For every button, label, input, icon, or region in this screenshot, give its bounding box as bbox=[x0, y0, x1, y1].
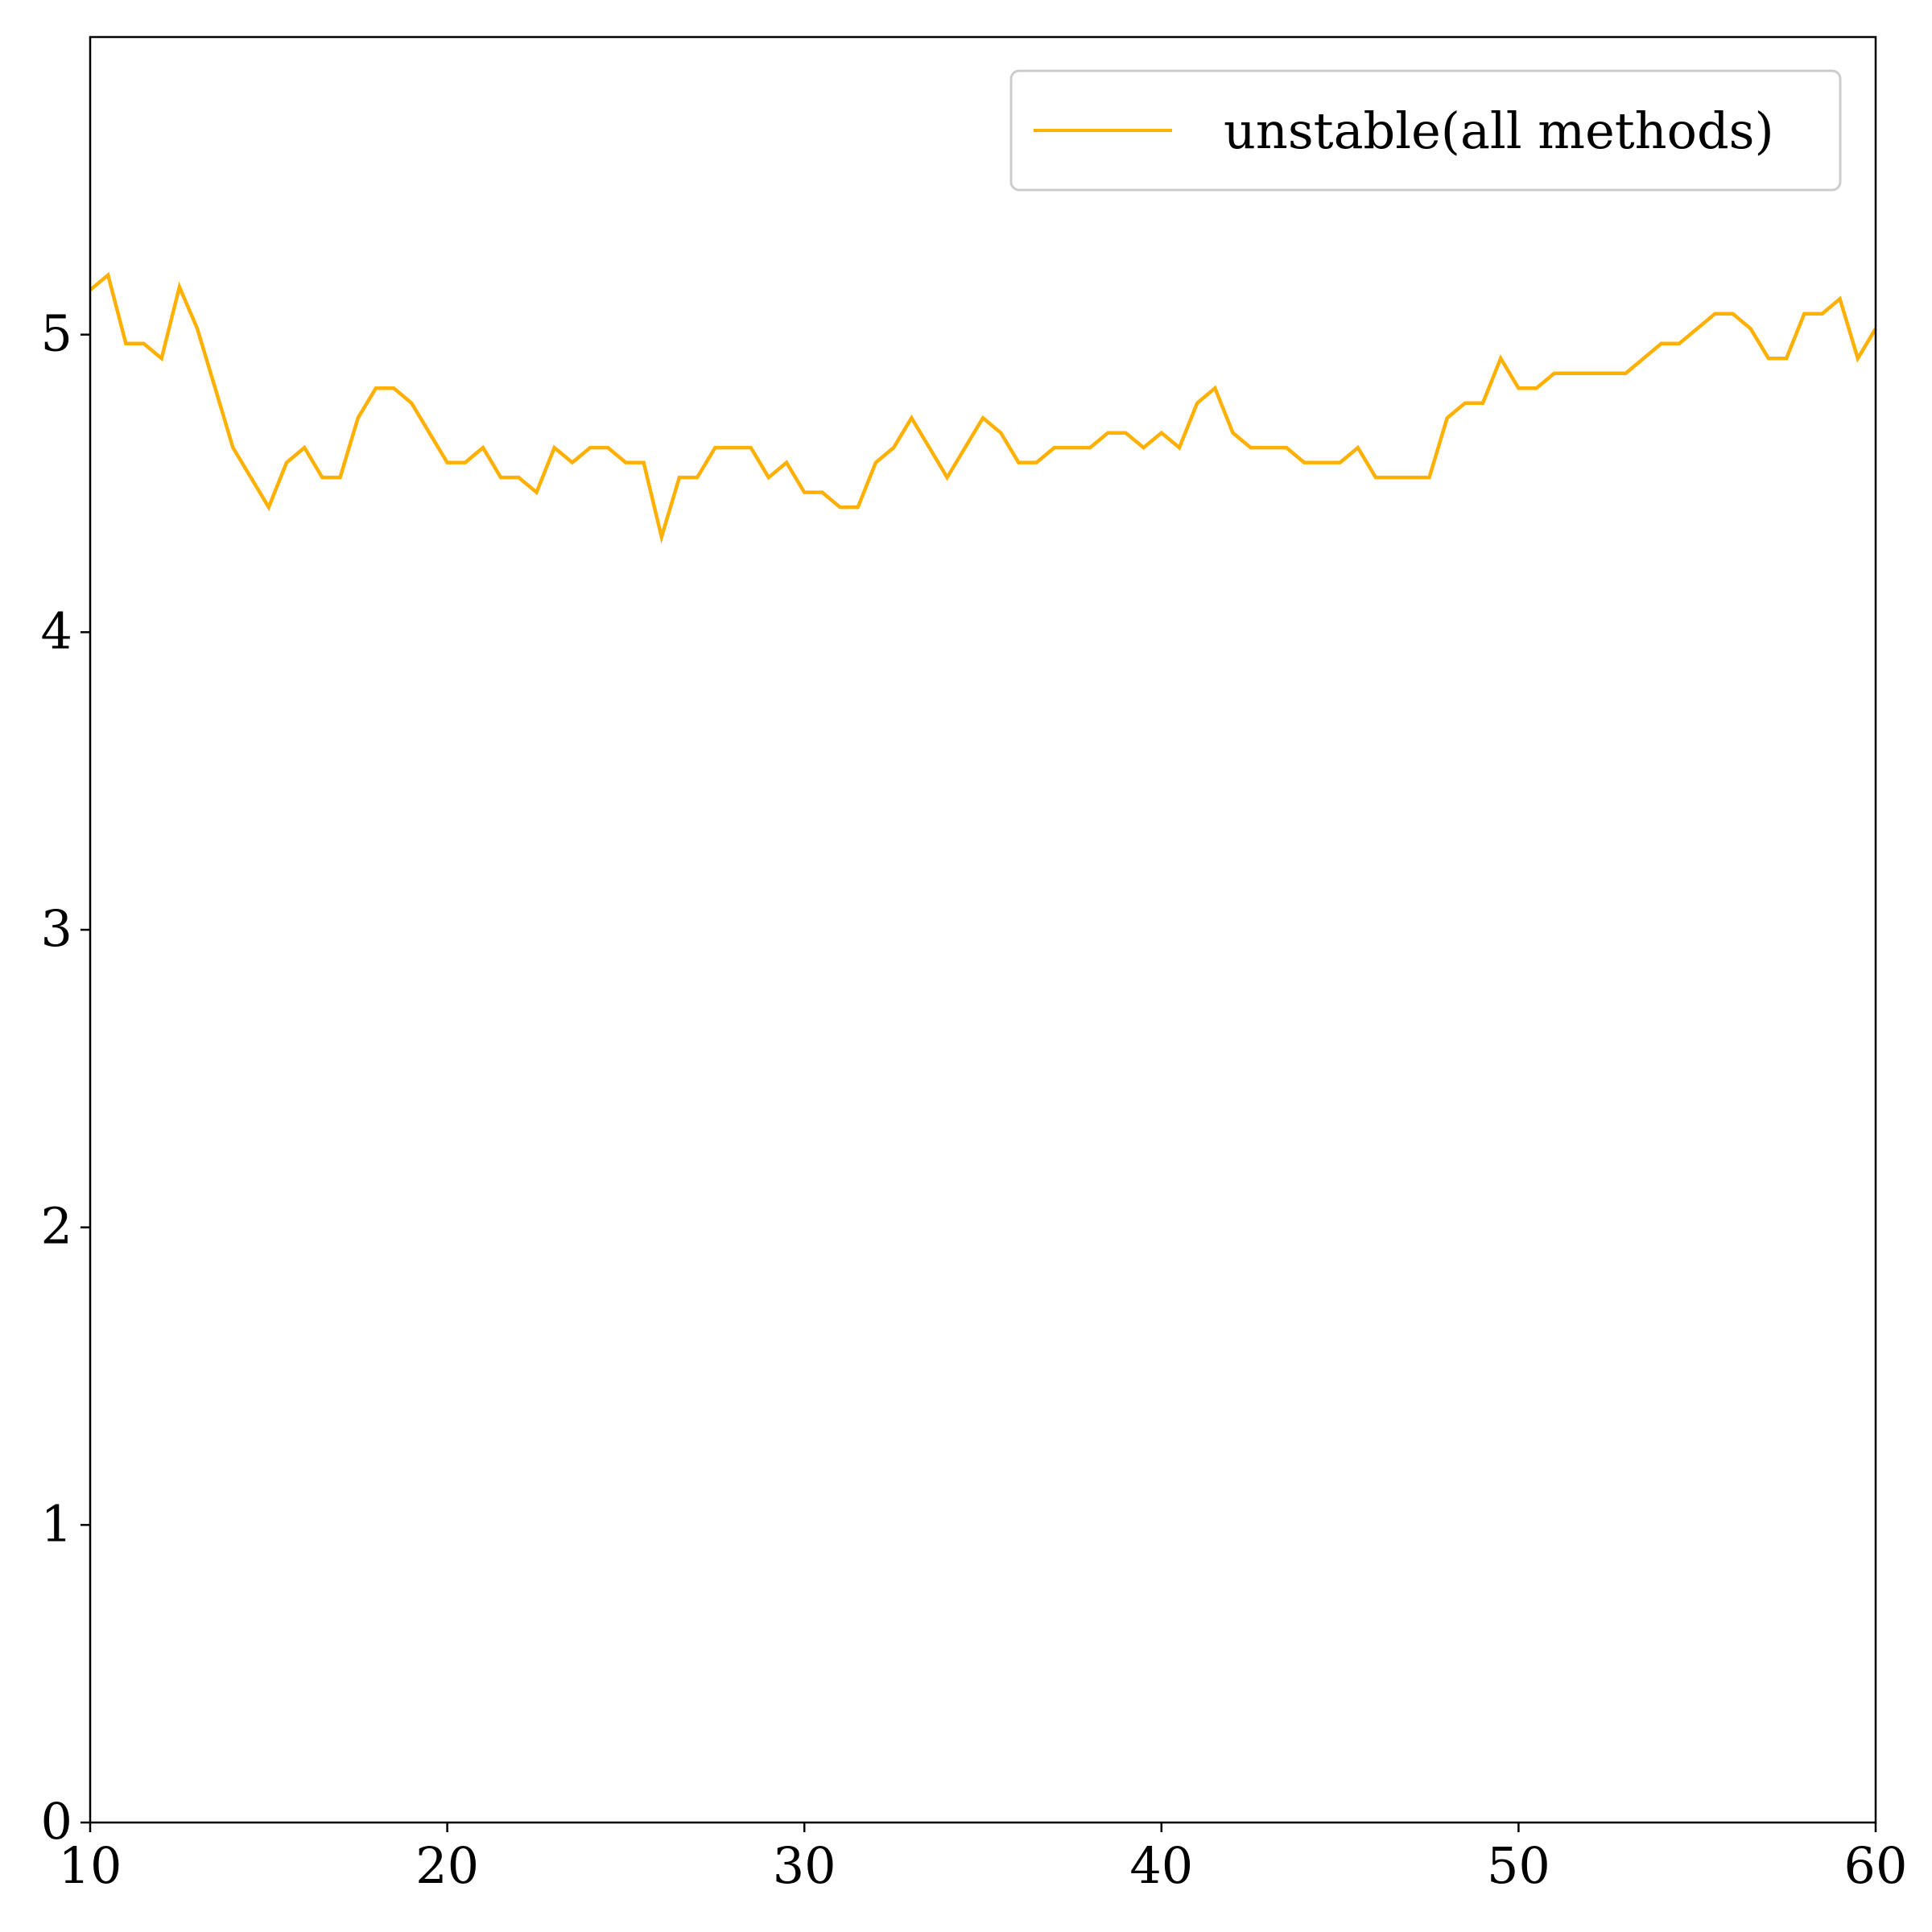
legend-box bbox=[1009, 69, 1842, 192]
x-tick-label: 30 bbox=[773, 1836, 836, 1895]
series-line bbox=[89, 271, 1877, 544]
plot-frame bbox=[89, 35, 1877, 1824]
legend-label: unstable(all methods) bbox=[1224, 101, 1774, 160]
legend: unstable(all methods) bbox=[1009, 69, 1842, 192]
x-tick-label: 50 bbox=[1487, 1836, 1550, 1895]
y-tick-label: 2 bbox=[41, 1197, 72, 1256]
series-layer bbox=[89, 271, 1877, 544]
y-tick-label: 4 bbox=[41, 601, 72, 660]
x-tick-label: 10 bbox=[59, 1836, 122, 1895]
y-tick-label: 3 bbox=[41, 899, 72, 958]
x-tick-label: 20 bbox=[415, 1836, 479, 1895]
axis-ticks: 10 20 30 40 50 60 0 1 2 3 4 5 bbox=[41, 304, 1908, 1895]
y-tick-label: 1 bbox=[41, 1494, 72, 1553]
x-tick-label: 60 bbox=[1844, 1836, 1908, 1895]
y-tick-label: 0 bbox=[41, 1792, 72, 1851]
x-tick-label: 40 bbox=[1129, 1836, 1193, 1895]
y-tick-label: 5 bbox=[41, 304, 72, 363]
